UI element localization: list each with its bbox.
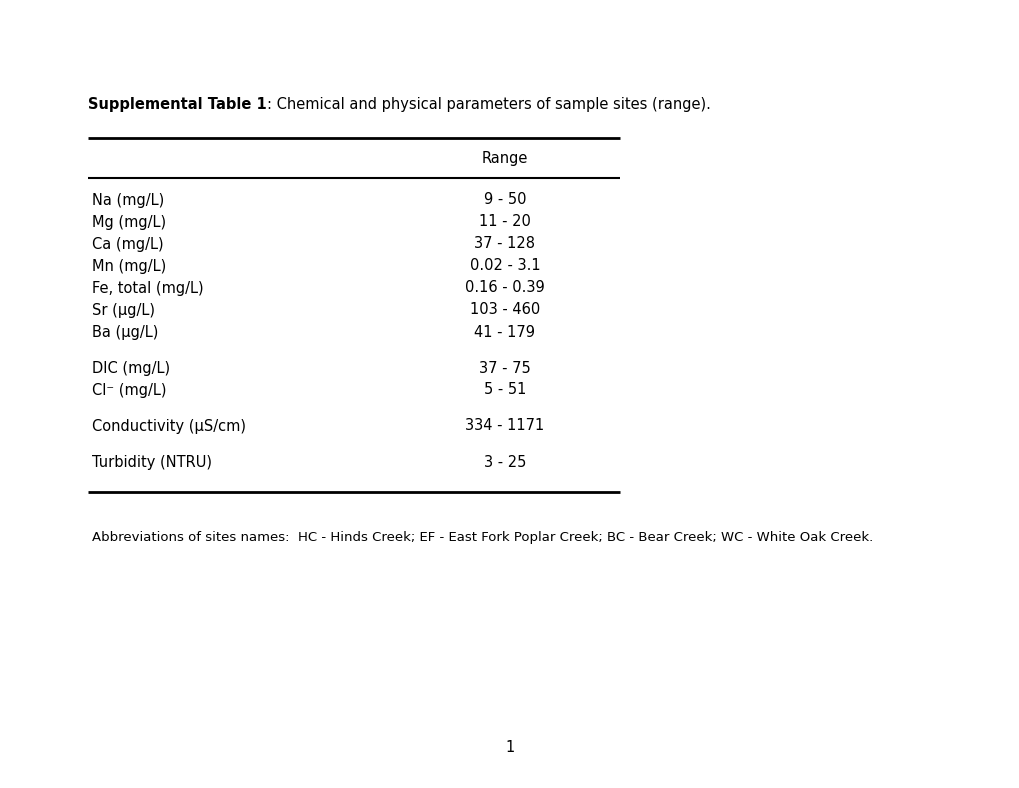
Text: Fe, total (mg/L): Fe, total (mg/L) (92, 281, 204, 296)
Text: 9 - 50: 9 - 50 (483, 192, 526, 207)
Text: 0.02 - 3.1: 0.02 - 3.1 (469, 258, 540, 273)
Text: Range: Range (481, 151, 528, 165)
Text: 41 - 179: 41 - 179 (474, 325, 535, 340)
Text: Supplemental Table 1: Supplemental Table 1 (88, 98, 267, 113)
Text: Abbreviations of sites names:  HC - Hinds Creek; EF - East Fork Poplar Creek; BC: Abbreviations of sites names: HC - Hinds… (92, 531, 872, 545)
Text: Mg (mg/L): Mg (mg/L) (92, 214, 166, 229)
Text: Cl⁻ (mg/L): Cl⁻ (mg/L) (92, 382, 166, 397)
Text: : Chemical and physical parameters of sample sites (range).: : Chemical and physical parameters of sa… (267, 98, 710, 113)
Text: 37 - 75: 37 - 75 (479, 360, 530, 376)
Text: 1: 1 (504, 741, 515, 756)
Text: Ba (μg/L): Ba (μg/L) (92, 325, 158, 340)
Text: Turbidity (NTRU): Turbidity (NTRU) (92, 455, 212, 470)
Text: Conductivity (μS/cm): Conductivity (μS/cm) (92, 418, 246, 433)
Text: 103 - 460: 103 - 460 (470, 303, 540, 318)
Text: Ca (mg/L): Ca (mg/L) (92, 236, 163, 251)
Text: 5 - 51: 5 - 51 (483, 382, 526, 397)
Text: Na (mg/L): Na (mg/L) (92, 192, 164, 207)
Text: 37 - 128: 37 - 128 (474, 236, 535, 251)
Text: Sr (μg/L): Sr (μg/L) (92, 303, 155, 318)
Text: 11 - 20: 11 - 20 (479, 214, 531, 229)
Text: Mn (mg/L): Mn (mg/L) (92, 258, 166, 273)
Text: 0.16 - 0.39: 0.16 - 0.39 (465, 281, 544, 296)
Text: 334 - 1171: 334 - 1171 (465, 418, 544, 433)
Text: 3 - 25: 3 - 25 (483, 455, 526, 470)
Text: DIC (mg/L): DIC (mg/L) (92, 360, 170, 376)
